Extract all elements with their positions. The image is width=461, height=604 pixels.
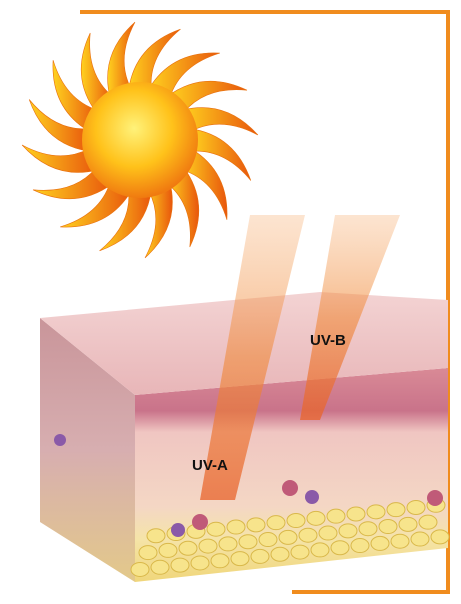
fat-cell: [251, 549, 269, 563]
fat-cell: [311, 543, 329, 557]
fat-cell: [159, 543, 177, 557]
fat-cell: [339, 524, 357, 538]
fat-cell: [171, 558, 189, 572]
fat-cell: [131, 562, 149, 576]
fat-cell: [379, 520, 397, 534]
sun: [22, 22, 258, 258]
fat-cell: [299, 528, 317, 542]
fat-cell: [327, 509, 345, 523]
fat-cell: [331, 541, 349, 555]
fat-cell: [219, 537, 237, 551]
fat-cell: [207, 522, 225, 536]
fat-cell: [247, 518, 265, 532]
fat-cell: [239, 535, 257, 549]
fat-cell: [179, 541, 197, 555]
fat-cell: [371, 536, 389, 550]
fat-cell: [399, 517, 417, 531]
fat-cell: [231, 552, 249, 566]
fat-cell: [419, 515, 437, 529]
fat-cell: [367, 505, 385, 519]
fat-cell: [211, 554, 229, 568]
cell: [427, 490, 443, 506]
fat-cell: [351, 539, 369, 553]
fat-cell: [267, 516, 285, 530]
fat-cell: [227, 520, 245, 534]
fat-cell: [151, 560, 169, 574]
fat-cell: [139, 546, 157, 560]
fat-cell: [271, 547, 289, 561]
fat-cell: [287, 514, 305, 528]
fat-cell: [359, 522, 377, 536]
fat-cell: [391, 534, 409, 548]
cell: [192, 514, 208, 530]
fat-cell: [407, 500, 425, 514]
uvb-label: UV-B: [310, 332, 346, 349]
fat-cell: [387, 503, 405, 517]
fat-cell: [319, 526, 337, 540]
uva-label: UV-A: [192, 457, 228, 474]
cell: [282, 480, 298, 496]
fat-cell: [347, 507, 365, 521]
fat-cell: [431, 530, 449, 544]
cell: [54, 434, 66, 446]
cell: [171, 523, 185, 537]
fat-cell: [291, 545, 309, 559]
fat-cell: [191, 556, 209, 570]
fat-cell: [411, 532, 429, 546]
fat-cell: [259, 533, 277, 547]
cell: [305, 490, 319, 504]
fat-cell: [307, 511, 325, 525]
fat-cell: [147, 529, 165, 543]
fat-cell: [279, 530, 297, 544]
fat-cell: [199, 539, 217, 553]
sun-core: [82, 82, 198, 198]
uv-skin-diagram: UV-B UV-A: [0, 0, 461, 604]
